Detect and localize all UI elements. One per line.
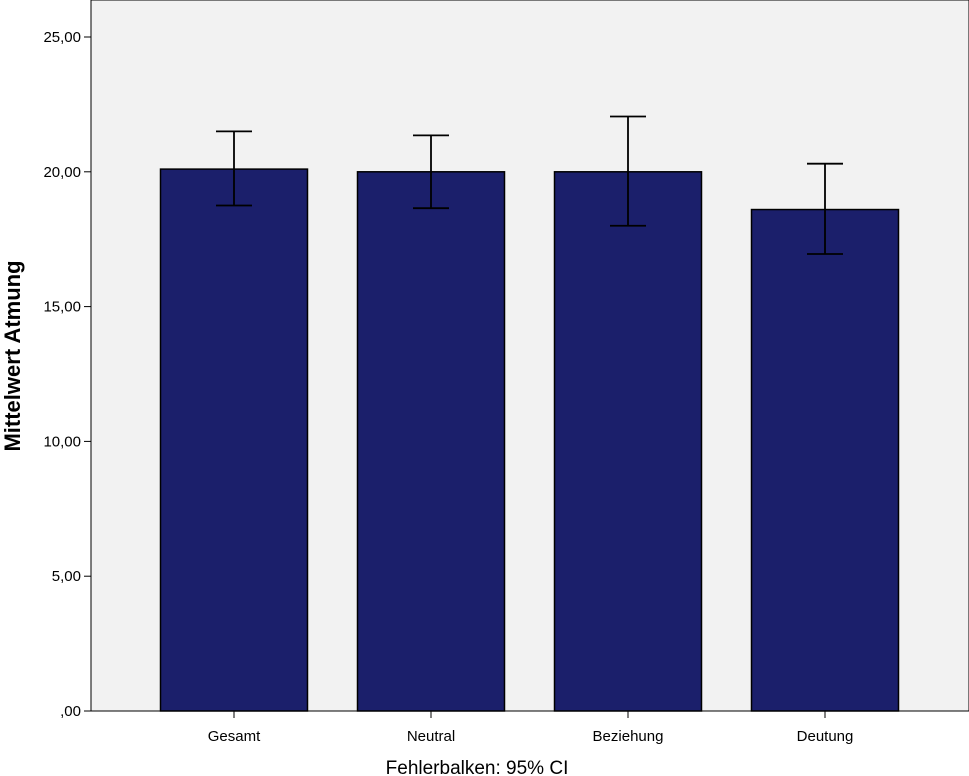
y-tick-label: 10,00 xyxy=(43,433,81,450)
y-tick-label: 15,00 xyxy=(43,299,81,316)
y-tick-label: ,00 xyxy=(60,703,81,720)
error-bars xyxy=(216,115,843,255)
bar-gesamt xyxy=(159,168,309,712)
bar-beziehung xyxy=(553,171,703,712)
y-tick-label: 20,00 xyxy=(43,164,81,181)
x-tick-label: Gesamt xyxy=(208,728,261,745)
x-tick-label: Beziehung xyxy=(593,728,664,745)
bar-deutung xyxy=(750,208,900,712)
error-bar-footnote: Fehlerbalken: 95% CI xyxy=(386,758,569,776)
bars xyxy=(159,168,900,712)
y-axis-label: Mittelwert Atmung xyxy=(0,260,25,451)
y-tick-label: 25,00 xyxy=(43,29,81,46)
x-tick-label: Neutral xyxy=(407,728,455,745)
y-tick-label: 5,00 xyxy=(52,568,81,585)
bar-neutral xyxy=(356,171,506,712)
x-axis: Gesamt Neutral Beziehung Deutung xyxy=(208,711,854,745)
y-axis: ,00 5,00 10,00 15,00 20,00 25,00 xyxy=(43,29,91,720)
x-tick-label: Deutung xyxy=(797,728,854,745)
